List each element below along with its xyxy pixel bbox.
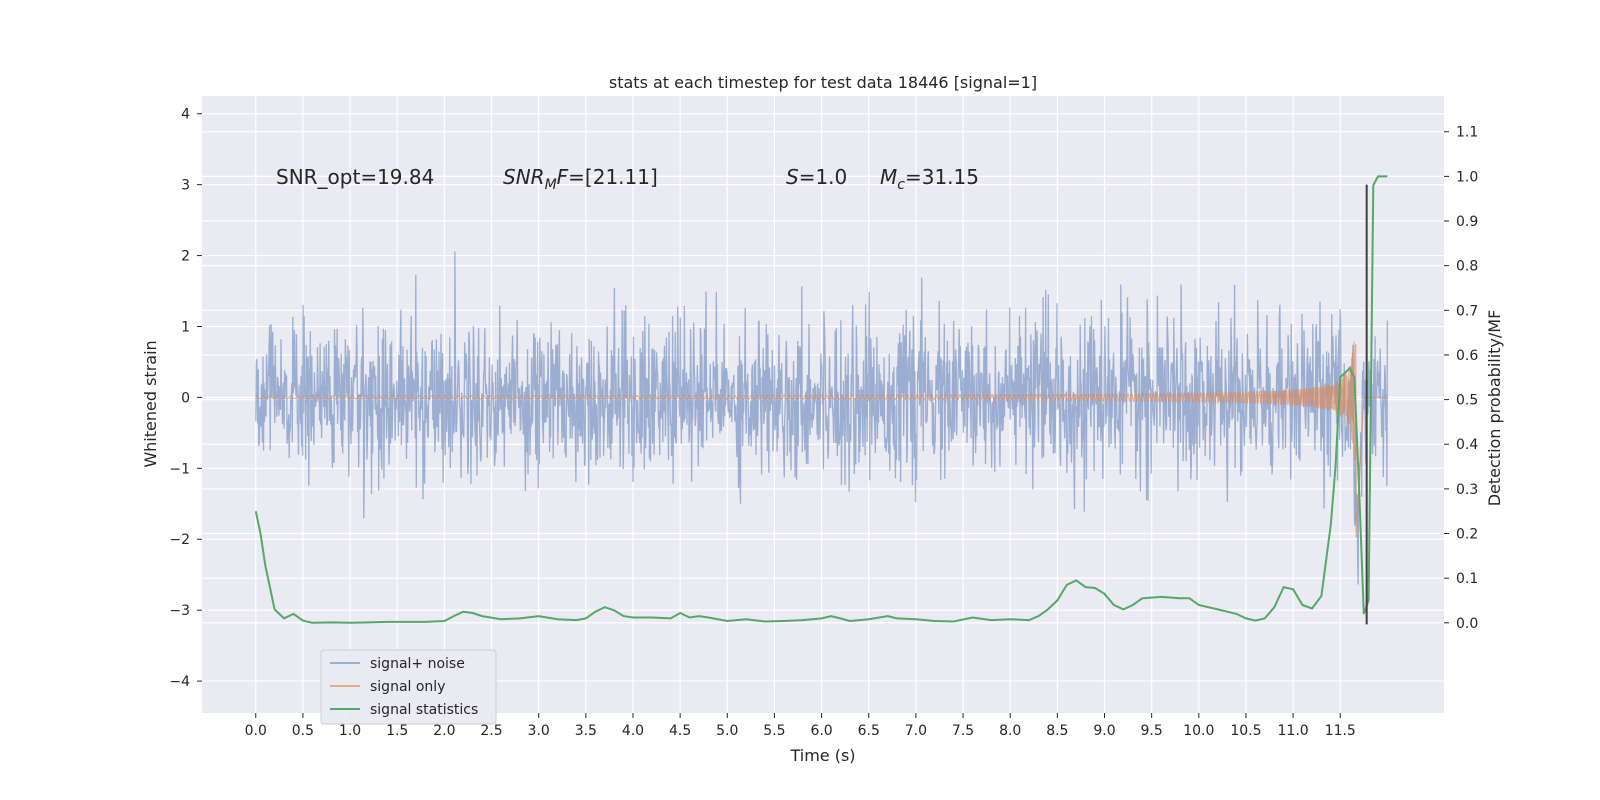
y-tick-label: 2 [181, 249, 190, 265]
x-tick-label: 8.0 [999, 723, 1021, 739]
legend-label-signal-noise: signal+ noise [370, 656, 465, 672]
annotation-snr-mf: SNRMF=[21.11] [503, 165, 658, 193]
annotation-mc-label: M [880, 165, 897, 189]
y2-tick-label: 0.5 [1456, 393, 1478, 409]
annotation-snr-opt: SNR_opt=19.84 [276, 165, 434, 189]
legend-box [320, 649, 497, 725]
x-tick-label: 2.0 [433, 723, 455, 739]
y-tick-label: −1 [169, 461, 190, 477]
x-tick-label: 8.5 [1046, 723, 1068, 739]
x-tick-label: 6.5 [858, 723, 880, 739]
annotation-mc: Mc=31.15 [880, 165, 979, 193]
x-tick-label: 1.5 [386, 723, 408, 739]
x-tick-label: 9.5 [1141, 723, 1163, 739]
x-ticks: 0.0 0.5 1.0 1.5 2.0 2.5 3.0 3.5 4.0 4.5 5.0 5.5 6.0 6… [245, 713, 1356, 739]
annotation-mc-sub: c [897, 177, 905, 193]
y2-tick-label: 0.0 [1456, 616, 1478, 632]
annotation-s: S=1.0 [786, 165, 847, 189]
annotation-s-label: S [786, 165, 799, 189]
x-tick-label: 3.0 [528, 723, 550, 739]
x-tick-label: 3.5 [575, 723, 597, 739]
x-tick-label: 4.0 [622, 723, 644, 739]
annotation-snr-mf-value: =[21.11] [568, 165, 658, 189]
y-tick-label: 1 [181, 319, 190, 335]
series-signal-noise [255, 251, 1389, 585]
x-tick-label: 5.0 [716, 723, 738, 739]
x-tick-label: 7.5 [952, 723, 974, 739]
y2-tick-label: 1.1 [1456, 125, 1478, 141]
y2-tick-label: 0.4 [1456, 437, 1478, 453]
annotation-s-value: =1.0 [799, 165, 848, 189]
annotation-mc-value: =31.15 [905, 165, 979, 189]
x-tick-label: 4.5 [669, 723, 691, 739]
y2-tick-label: 0.3 [1456, 482, 1478, 498]
x-tick-label: 0.0 [245, 723, 267, 739]
y2-tick-label: 0.7 [1456, 303, 1478, 319]
annotation-snr-mf-f: F [557, 165, 569, 189]
legend-label-signal-only: signal only [370, 679, 445, 695]
y-tick-label: 0 [181, 390, 190, 406]
x-tick-label: 6.0 [810, 723, 832, 739]
x-tick-label: 2.5 [480, 723, 502, 739]
y2-tick-label: 0.9 [1456, 214, 1478, 230]
y-axis-label: Whitened strain [141, 340, 160, 467]
y-tick-label: 3 [181, 178, 190, 194]
x-tick-label: 11.5 [1325, 723, 1356, 739]
y2-ticks: 0.0 0.1 0.2 0.3 0.4 0.5 0.6 0.7 0.8 0.9 1.0 1.1 [1444, 125, 1478, 632]
legend-label-signal-statistics: signal statistics [370, 702, 478, 718]
statistics-line [254, 175, 1388, 624]
chart-title: stats at each timestep for test data 184… [609, 73, 1037, 92]
y-tick-label: −2 [169, 532, 190, 548]
x-tick-label: 10.5 [1230, 723, 1261, 739]
x-tick-label: 10.0 [1183, 723, 1214, 739]
legend: signal+ noise signal only signal statist… [320, 649, 497, 725]
y2-tick-label: 0.6 [1456, 348, 1478, 364]
noise-line [255, 251, 1389, 585]
x-tick-label: 5.5 [763, 723, 785, 739]
x-tick-label: 9.0 [1093, 723, 1115, 739]
y-tick-label: 4 [181, 107, 190, 123]
series-signal-only [255, 341, 1388, 538]
x-axis-label: Time (s) [789, 746, 855, 765]
y2-tick-label: 0.2 [1456, 527, 1478, 543]
y2-axis-label: Detection probability/MF [1485, 310, 1504, 507]
annotation-snr-mf-sub: M [545, 177, 557, 193]
y2-tick-label: 0.1 [1456, 571, 1478, 587]
x-tick-label: 0.5 [292, 723, 314, 739]
x-tick-label: 1.0 [339, 723, 361, 739]
y-tick-label: −3 [169, 603, 190, 619]
y-ticks: −4 −3 −2 −1 0 1 2 3 4 [169, 107, 202, 690]
y-tick-label: −4 [169, 674, 190, 690]
signal-line [255, 341, 1388, 538]
annotation-snr-mf-label: SNR [503, 165, 545, 189]
x-tick-label: 7.0 [905, 723, 927, 739]
series-signal-statistics [254, 175, 1388, 624]
x-tick-label: 11.0 [1278, 723, 1309, 739]
y2-tick-label: 0.8 [1456, 259, 1478, 275]
y2-tick-label: 1.0 [1456, 169, 1478, 185]
